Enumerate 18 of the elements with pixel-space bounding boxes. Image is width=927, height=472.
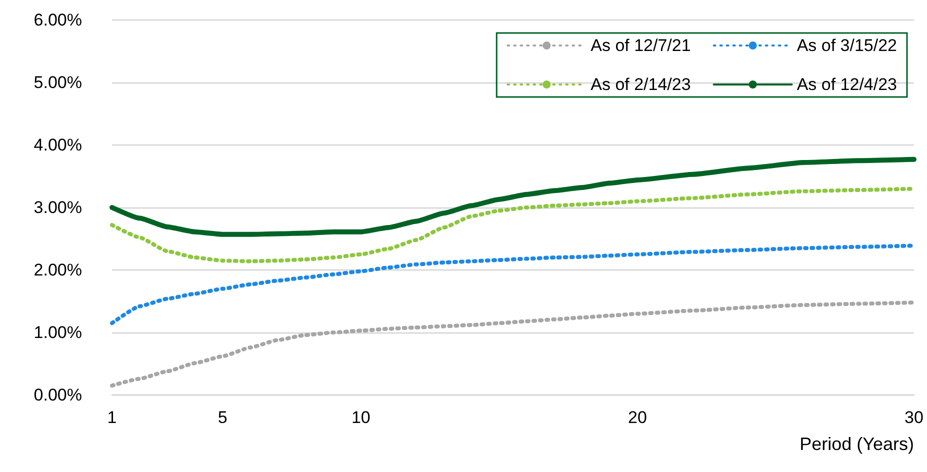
x-tick-label: 5 [218, 408, 228, 427]
legend-label: As of 3/15/22 [796, 36, 898, 55]
x-tick-label: 1 [107, 408, 117, 427]
legend-label: As of 2/14/23 [590, 75, 691, 94]
legend-label: As of 12/7/21 [590, 36, 691, 55]
y-tick-label: 0.00% [34, 386, 82, 404]
y-tick-label: 5.00% [34, 73, 82, 92]
x-tick-label: 10 [351, 408, 370, 427]
x-tick-label: 20 [628, 408, 647, 427]
y-tick-label: 3.00% [34, 198, 82, 217]
y-tick-label: 4.00% [34, 136, 82, 154]
y-tick-label: 1.00% [34, 323, 82, 342]
x-tick-label: 30 [904, 408, 924, 427]
y-tick-label: 2.00% [34, 260, 82, 280]
legend-label: As of 12/4/23 [796, 75, 898, 94]
y-tick-label: 6.00% [34, 10, 82, 30]
x-axis-title: Period (Years) [800, 434, 914, 454]
line-series [110, 300, 916, 388]
